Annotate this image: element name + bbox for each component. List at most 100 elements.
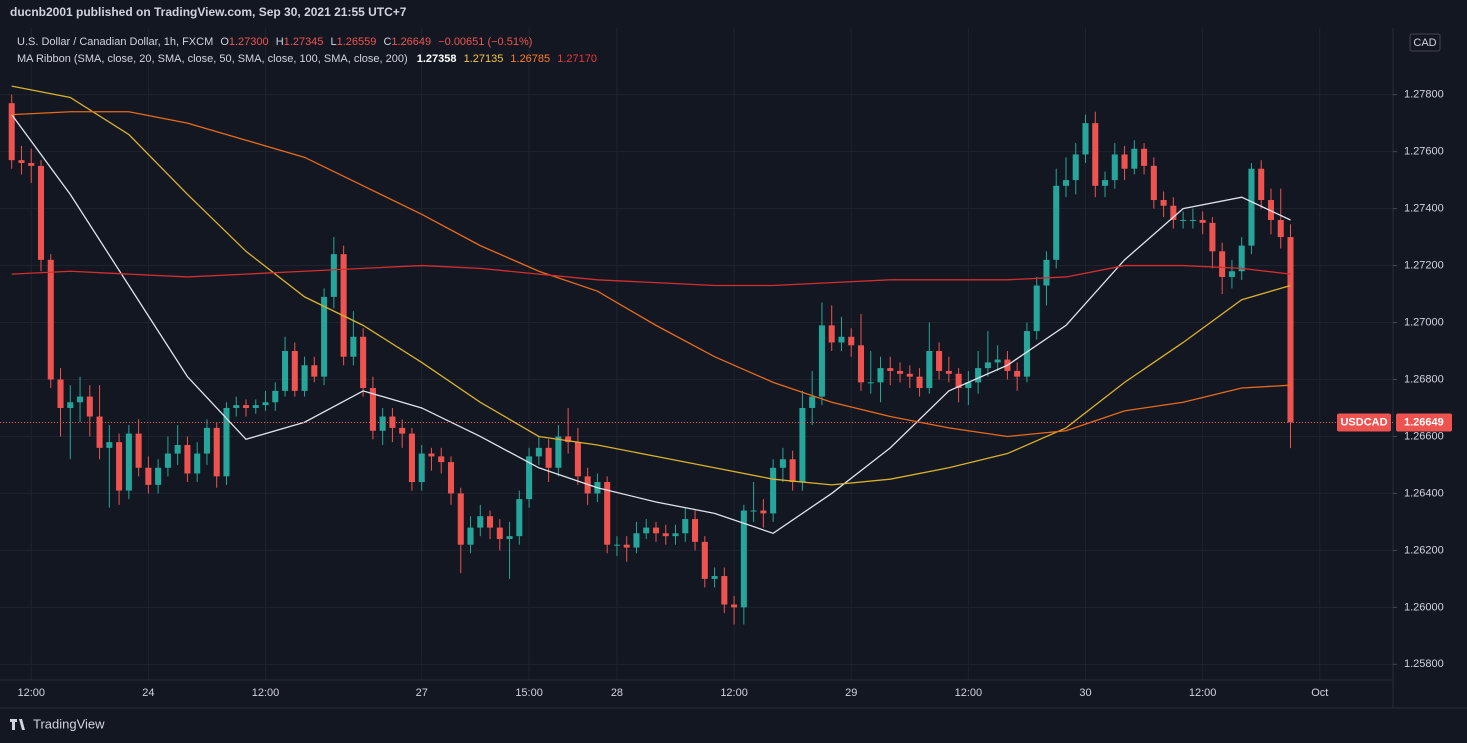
candle-body: [740, 510, 747, 608]
candle-body: [789, 459, 796, 483]
h-value: 1.27345: [284, 36, 324, 48]
candle-body: [1170, 205, 1177, 220]
y-tick-label: 1.26400: [1404, 487, 1444, 499]
x-tick-label: 24: [142, 687, 154, 699]
candle-body: [711, 576, 718, 579]
y-tick-label: 1.25800: [1404, 658, 1444, 670]
candle-body: [321, 296, 328, 377]
candle-body: [1277, 219, 1284, 238]
candle-body: [1053, 185, 1060, 260]
candle-body: [1131, 148, 1138, 169]
l-label: L: [330, 36, 336, 48]
candle-body: [760, 510, 767, 514]
candle-body: [116, 442, 123, 491]
candle-body: [438, 456, 445, 463]
candle-body: [682, 519, 689, 534]
candle-body: [1189, 219, 1196, 221]
candle-body: [282, 351, 289, 391]
candle-body: [701, 541, 708, 579]
x-tick-label: 12:00: [955, 687, 983, 699]
candle-body: [1023, 331, 1030, 377]
ma-line: [11, 114, 1291, 535]
candle-body: [984, 362, 991, 369]
footer-brand: TradingView: [33, 716, 105, 731]
candle-body: [1072, 154, 1079, 181]
candle-body: [330, 254, 337, 297]
candle-body: [252, 405, 259, 408]
candle-body: [389, 416, 396, 428]
candle-body: [408, 433, 415, 483]
legend-line: U.S. Dollar / Canadian Dollar, 1h, FXCM …: [17, 36, 532, 48]
unit-box: [1409, 33, 1441, 52]
symbol-tag: [1337, 413, 1391, 432]
candle-body: [1238, 245, 1245, 272]
candle-body: [565, 436, 572, 443]
price-tag-label: 1.26649: [1404, 416, 1444, 428]
candle-body: [399, 427, 406, 434]
candle-body: [945, 370, 952, 374]
candle-body: [301, 365, 308, 391]
candle-body: [57, 379, 64, 408]
ma-line: [11, 85, 1291, 486]
candle-body: [857, 345, 865, 383]
c-label: C: [383, 36, 391, 48]
l-value: 1.26559: [337, 36, 377, 48]
candle-body: [1199, 219, 1206, 223]
x-tick-label: 12:00: [1189, 687, 1217, 699]
marks: [8, 85, 1294, 625]
candle-body: [86, 396, 93, 417]
candle-body: [1219, 251, 1226, 277]
candle-body: [203, 427, 210, 454]
candle-body: [906, 373, 913, 377]
candle-body: [360, 336, 367, 389]
x-tick-label: 29: [845, 687, 857, 699]
ma-line: [11, 111, 1291, 438]
logo: [10, 719, 25, 730]
candle-body: [545, 447, 552, 468]
candle-body: [77, 396, 84, 403]
candle-body: [1248, 168, 1255, 246]
published: ducnb2001 published on TradingView.com, …: [10, 5, 407, 19]
candle-body: [1287, 237, 1294, 423]
candle-body: [262, 402, 269, 406]
x-tick-label: 28: [611, 687, 623, 699]
candle-body: [652, 527, 660, 534]
price-tag: [1396, 413, 1452, 432]
y-tick-label: 1.27000: [1404, 316, 1444, 328]
candle-body: [731, 604, 738, 608]
candle-body: [1033, 285, 1040, 332]
candle-body: [770, 467, 777, 514]
candle-body: [867, 382, 874, 384]
candle-body: [1180, 219, 1187, 221]
y-tick-label: 1.26800: [1404, 373, 1444, 385]
y-tick-label: 1.27400: [1404, 202, 1444, 214]
candle-body: [37, 165, 45, 260]
candle-body: [47, 259, 54, 380]
y-tick-label: 1.27800: [1404, 89, 1444, 101]
candle-body: [1102, 180, 1109, 186]
candle-body: [828, 325, 835, 343]
candle-body: [145, 467, 152, 485]
candle-body: [242, 405, 250, 408]
candle-body: [125, 433, 132, 491]
candle-body: [643, 527, 650, 534]
candle-body: [213, 427, 220, 477]
candle-body: [418, 453, 425, 483]
candle-body: [8, 103, 15, 161]
candle-body: [526, 456, 533, 500]
candle-body: [174, 445, 181, 454]
candle-body: [818, 325, 825, 397]
candle-body: [965, 382, 972, 389]
unit: CAD: [1413, 37, 1436, 49]
ma-legend: MA Ribbon (SMA, close, 20, SMA, close, 5…: [17, 53, 597, 65]
candle-body: [194, 453, 201, 474]
symbol: U.S. Dollar / Canadian Dollar, 1h, FXCM: [17, 36, 213, 48]
candle-body: [975, 368, 982, 383]
y-tick-label: 1.27200: [1404, 259, 1444, 271]
candle-body: [1209, 222, 1216, 252]
candle-body: [848, 336, 855, 346]
o-label: O: [220, 36, 229, 48]
candle-body: [809, 396, 816, 408]
candle-body: [96, 416, 103, 448]
